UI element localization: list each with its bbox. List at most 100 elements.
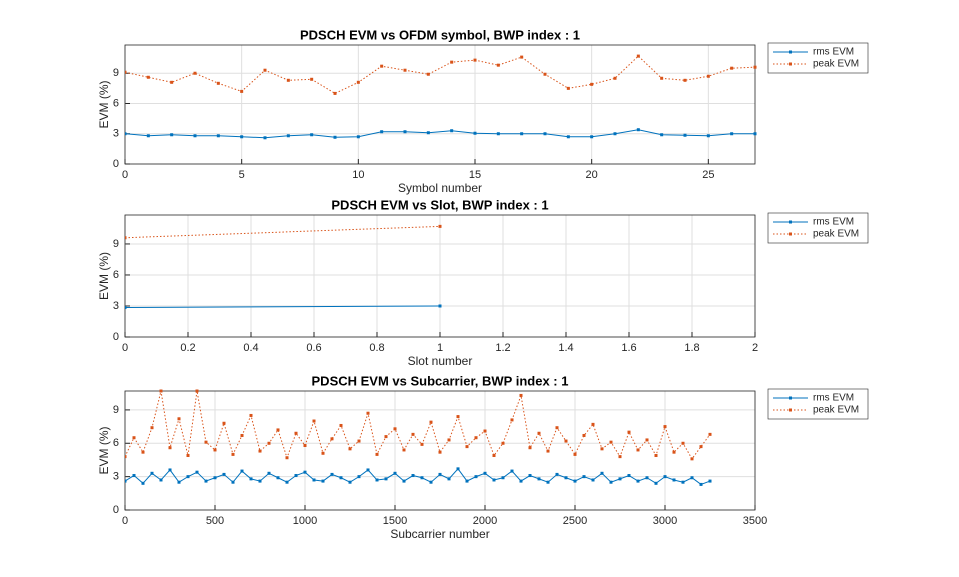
series-line	[125, 225, 441, 239]
marker	[528, 474, 532, 478]
series-line	[125, 129, 755, 139]
y-axis-label: EVM (%)	[97, 426, 111, 474]
marker	[546, 480, 550, 484]
marker	[357, 475, 361, 479]
marker	[330, 472, 334, 476]
marker	[636, 128, 640, 132]
marker	[321, 451, 325, 455]
marker	[330, 437, 334, 441]
marker	[555, 426, 559, 430]
marker	[636, 448, 640, 452]
legend-marker	[789, 62, 792, 66]
marker	[339, 423, 343, 427]
marker	[380, 130, 384, 134]
marker	[240, 433, 244, 437]
x-tick-label: 1500	[383, 515, 407, 527]
marker	[528, 446, 532, 450]
marker	[450, 129, 454, 133]
marker	[429, 480, 433, 484]
marker	[195, 470, 199, 474]
legend-label: peak EVM	[813, 59, 859, 70]
marker	[249, 413, 253, 417]
marker	[426, 72, 430, 76]
marker	[249, 477, 253, 481]
marker	[267, 471, 271, 475]
marker	[573, 479, 577, 483]
marker	[356, 80, 360, 84]
y-tick-label: 9	[113, 67, 119, 79]
marker	[708, 479, 712, 483]
series-line	[125, 305, 441, 309]
marker	[216, 81, 220, 85]
x-tick-label: 2	[752, 342, 758, 354]
marker	[125, 236, 127, 240]
marker	[465, 445, 469, 449]
marker	[321, 479, 325, 483]
marker	[645, 438, 649, 442]
x-tick-label: 3500	[743, 515, 767, 527]
marker	[193, 71, 197, 75]
y-tick-label: 6	[113, 437, 119, 449]
marker	[150, 426, 154, 430]
x-tick-label: 15	[469, 169, 481, 181]
marker	[591, 422, 595, 426]
y-axis-label: EVM (%)	[97, 80, 111, 128]
marker	[263, 136, 267, 140]
marker	[286, 78, 290, 82]
marker	[555, 472, 559, 476]
marker	[348, 447, 352, 451]
marker	[699, 482, 703, 486]
marker	[672, 478, 676, 482]
marker	[672, 450, 676, 454]
marker	[125, 479, 127, 483]
marker	[627, 474, 631, 478]
legend-marker	[789, 408, 792, 412]
marker	[613, 132, 617, 136]
marker	[384, 477, 388, 481]
marker	[456, 415, 460, 419]
marker	[177, 480, 181, 484]
marker	[231, 452, 235, 456]
marker	[753, 65, 757, 69]
x-tick-label: 25	[702, 169, 714, 181]
marker	[510, 418, 514, 422]
marker	[204, 440, 208, 444]
marker	[627, 430, 631, 434]
marker	[690, 476, 694, 480]
marker	[222, 421, 226, 425]
marker	[681, 480, 685, 484]
marker	[393, 471, 397, 475]
x-tick-label: 1000	[293, 515, 317, 527]
legend-box	[767, 388, 869, 420]
marker	[582, 475, 586, 479]
marker	[213, 448, 217, 452]
marker	[590, 135, 594, 139]
marker	[216, 134, 220, 138]
marker	[465, 479, 469, 483]
marker	[141, 481, 145, 485]
marker	[609, 480, 613, 484]
marker	[380, 64, 384, 68]
marker	[393, 427, 397, 431]
marker	[375, 452, 379, 456]
marker	[473, 58, 477, 62]
marker	[312, 478, 316, 482]
marker	[132, 474, 136, 478]
marker	[564, 476, 568, 480]
marker	[426, 131, 430, 135]
y-tick-label: 3	[113, 471, 119, 483]
marker	[706, 134, 710, 138]
marker	[654, 454, 658, 458]
marker	[403, 68, 407, 72]
marker	[450, 60, 454, 64]
x-tick-label: 500	[206, 515, 224, 527]
marker	[447, 438, 451, 442]
marker	[356, 135, 360, 139]
y-tick-label: 6	[113, 97, 119, 109]
marker	[660, 133, 664, 137]
marker	[609, 440, 613, 444]
marker	[492, 454, 496, 458]
legend-label: rms EVM	[813, 217, 854, 228]
marker	[258, 479, 262, 483]
